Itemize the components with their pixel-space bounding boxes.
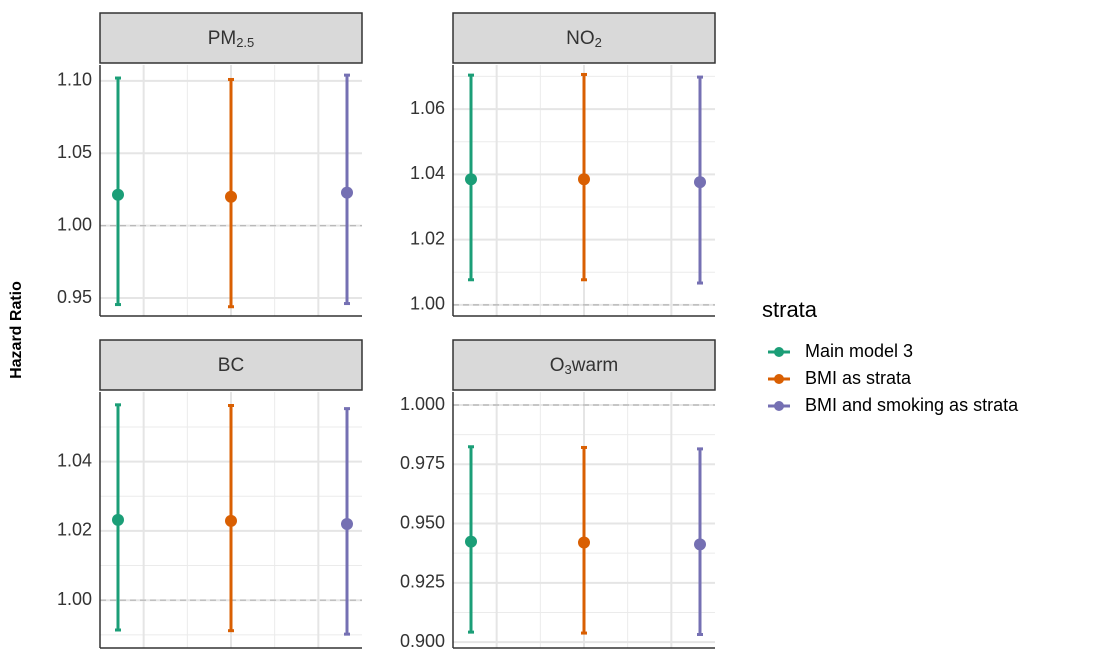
- legend-label: BMI and smoking as strata: [805, 395, 1019, 415]
- point: [465, 173, 477, 186]
- strip-title-part: 2.5: [236, 35, 254, 50]
- y-tick-label: 0.95: [57, 287, 92, 307]
- y-tick-label: 0.950: [400, 512, 445, 532]
- strip: [99, 12, 363, 64]
- y-tick-label: 1.05: [57, 142, 92, 162]
- legend-key-point: [774, 374, 784, 384]
- y-tick-label: 1.02: [410, 228, 445, 248]
- strip-title: BC: [218, 355, 244, 376]
- strip-title-part: warm: [571, 355, 618, 376]
- strip-title: O3warm: [550, 355, 618, 377]
- strip-title-part: 3: [565, 362, 572, 377]
- y-tick-label: 1.00: [410, 294, 445, 314]
- y-tick-label: 1.10: [57, 70, 92, 90]
- strip-title: NO2: [566, 28, 602, 50]
- y-tick-label: 1.000: [400, 394, 445, 414]
- point: [225, 514, 237, 527]
- legend-label: Main model 3: [805, 341, 913, 361]
- strip: [452, 339, 716, 391]
- strip: [99, 339, 363, 391]
- point: [112, 188, 124, 201]
- y-tick-label: 1.00: [57, 214, 92, 234]
- y-axis-label: Hazard Ratio: [8, 281, 25, 379]
- legend-label: BMI as strata: [805, 368, 912, 388]
- y-tick-label: 0.975: [400, 453, 445, 473]
- point: [578, 536, 590, 549]
- point: [225, 190, 237, 203]
- point: [112, 513, 124, 526]
- y-tick-label: 0.925: [400, 572, 445, 592]
- strip: [452, 12, 716, 64]
- y-tick-label: 0.900: [400, 631, 445, 649]
- point: [694, 538, 706, 551]
- strip-title: PM2.5: [208, 28, 255, 50]
- legend-key-point: [774, 347, 784, 357]
- point: [465, 535, 477, 548]
- strip-title-part: O: [550, 355, 565, 376]
- point: [341, 186, 353, 199]
- strip-title-part: BC: [218, 355, 244, 376]
- point: [694, 176, 706, 189]
- strip-title-part: NO: [566, 28, 595, 49]
- y-tick-label: 1.00: [57, 589, 92, 609]
- y-tick-label: 1.04: [410, 163, 445, 183]
- legend-key-point: [774, 401, 784, 411]
- point: [341, 517, 353, 530]
- y-tick-label: 1.04: [57, 450, 92, 470]
- point: [578, 173, 590, 186]
- strip-title-part: 2: [595, 35, 602, 50]
- y-tick-label: 1.02: [57, 520, 92, 540]
- strip-title-part: PM: [208, 28, 237, 49]
- legend-title: strata: [762, 297, 818, 322]
- y-tick-label: 1.06: [410, 98, 445, 118]
